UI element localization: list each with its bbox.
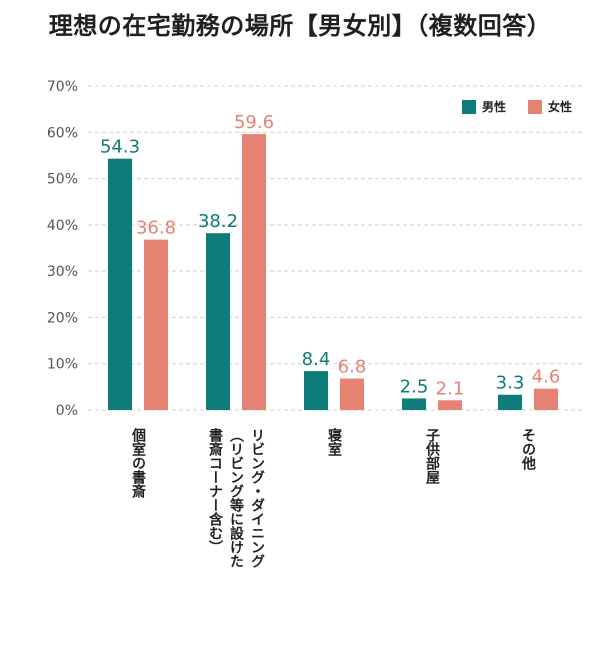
bar xyxy=(438,400,462,410)
data-label: 59.6 xyxy=(234,112,274,133)
category-label: リビング・ダイニング xyxy=(249,428,265,568)
y-tick-label: 10% xyxy=(47,357,78,373)
category-label: その他 xyxy=(520,428,537,471)
legend-item-female: 女性 xyxy=(528,98,572,115)
category-label: （リビング等に設けた xyxy=(228,428,245,568)
category-label: 寝室 xyxy=(326,427,342,456)
data-label: 4.6 xyxy=(532,367,561,388)
legend: 男性 女性 xyxy=(440,98,572,115)
bar xyxy=(340,378,364,410)
bar xyxy=(534,388,558,410)
data-label: 6.8 xyxy=(338,357,367,378)
category-label: 子供部屋 xyxy=(424,428,441,485)
data-label: 2.1 xyxy=(436,378,465,399)
y-tick-label: 0% xyxy=(56,403,78,419)
bar xyxy=(304,371,328,410)
legend-item-male: 男性 xyxy=(462,98,506,115)
data-label: 2.5 xyxy=(400,376,429,397)
bar xyxy=(108,158,132,410)
data-label: 54.3 xyxy=(100,137,140,158)
y-tick-label: 70% xyxy=(47,79,78,95)
legend-swatch-female xyxy=(528,99,543,114)
category-label: 個室の書斎 xyxy=(130,427,147,499)
category-label: 書斎コーナー含む） xyxy=(207,427,224,554)
y-tick-label: 20% xyxy=(47,310,78,326)
bar xyxy=(242,134,266,410)
y-tick-label: 30% xyxy=(47,264,78,280)
data-label: 36.8 xyxy=(136,218,176,239)
y-tick-label: 50% xyxy=(47,172,78,188)
data-label: 3.3 xyxy=(496,373,525,394)
bar xyxy=(206,233,230,410)
y-tick-label: 60% xyxy=(47,125,78,141)
legend-label-male: 男性 xyxy=(482,100,507,114)
bar xyxy=(498,394,522,410)
bar xyxy=(144,239,168,410)
data-label: 38.2 xyxy=(198,211,238,232)
bar xyxy=(402,398,426,410)
y-tick-label: 40% xyxy=(47,218,78,234)
chart-title: 理想の在宅勤務の場所【男女別】（複数回答） xyxy=(48,12,552,40)
legend-swatch-male xyxy=(462,99,476,114)
legend-label-female: 女性 xyxy=(548,100,573,114)
data-label: 8.4 xyxy=(302,349,331,370)
